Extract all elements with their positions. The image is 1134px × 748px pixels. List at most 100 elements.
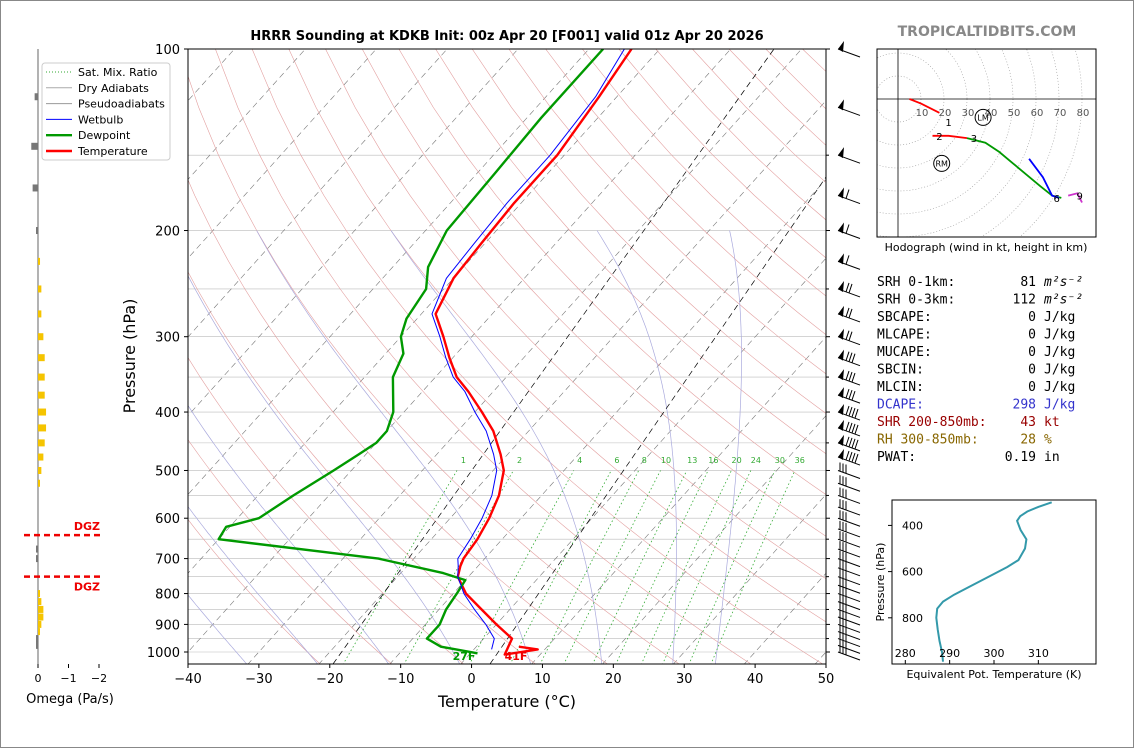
omega-bar [36,641,38,649]
omega-bar [38,466,42,474]
wind-barb [837,644,861,661]
barb-flag [854,453,859,464]
x-tick-label: 40 [747,672,764,687]
barb-flag [848,422,853,433]
mixing-ratio-label: 10 [661,456,671,465]
mixing-ratio-label: 16 [708,456,718,465]
barb-pennant [838,404,844,416]
theta-e-xlabel: Equivalent Pot. Temperature (K) [906,668,1081,681]
omega-bar [38,613,44,621]
dgz-label: DGZ [74,520,100,533]
theta-x-tick-label: 310 [1028,647,1049,660]
theta-x-tick-label: 280 [895,647,916,660]
omega-bar [38,373,45,381]
stat-value: 0.19 [1005,450,1036,465]
wind-barbs [837,41,861,661]
wind-barb [837,520,861,538]
dry-adiabat [188,357,465,664]
barb-staff [837,638,861,648]
isotherm [188,49,661,574]
y-tick-label: 700 [155,553,180,568]
dry-adiabat [288,49,826,623]
barb-pennant [838,280,844,292]
barb-flag [851,438,856,449]
stat-label: SRH 0-1km: [877,275,955,290]
mixing-ratio-line [403,470,514,664]
stat-value: 0 [1028,363,1036,378]
barb-flag [845,224,850,234]
y-tick-label: 300 [155,331,180,346]
stat-label: SHR 200-850mb: [877,415,987,430]
hodograph-ring-label: 30 [962,108,975,119]
stats-panel: SRH 0-1km: 81 m²s⁻² SRH 0-3km: 112 m²s⁻² SBCAP… [877,275,1083,465]
stat-unit: J/kg [1044,380,1075,395]
barb-flag [845,255,850,265]
omega-tick-label: −2 [91,672,107,685]
barb-flag [851,407,856,418]
wind-barb [837,449,861,466]
legend-label: Dry Adiabats [78,82,149,95]
isotherm [318,100,826,664]
omega-bar [38,479,40,487]
hodograph-ring-label: 70 [1054,108,1067,119]
dry-adiabat [398,49,826,496]
barb-flag [848,437,853,448]
barb-pennant [838,41,844,52]
theta-e-ylabel: Pressure (hPa) [874,543,887,622]
wind-barb [837,305,861,323]
barb-pennant [838,187,844,199]
stat-unit: m²s⁻² [1043,293,1083,308]
hodograph-ring-label: 60 [1031,108,1044,119]
wind-barb [837,550,861,568]
y-tick-label: 500 [155,464,180,479]
hodograph-height-label: 3 [971,134,977,145]
y-tick-label: 900 [155,618,180,633]
barb-staff [837,644,861,654]
barb-flag [845,388,850,399]
barb-flag [851,390,856,401]
stat-unit: J/kg [1044,310,1075,325]
x-tick-label: 10 [534,672,551,687]
barb-flag [854,424,859,435]
storm-motion-marker [933,154,951,172]
barb-flag [851,353,856,363]
stat-value: 0 [1028,380,1036,395]
barb-pennant [838,328,844,340]
mixing-ratio-label: 13 [687,456,697,465]
hodograph-trace [966,137,1062,199]
x-tick-label: 20 [605,672,622,687]
isotherm [0,49,22,665]
x-tick-label: −30 [245,672,272,687]
barb-pennant [838,147,844,159]
hodograph-trace [1067,192,1083,203]
wind-barb [837,601,861,618]
mixing-ratio-label: 2 [517,456,522,465]
isotherm [188,49,377,259]
barb-flag [851,423,856,434]
hodograph-height-label: 2 [936,132,942,143]
mixing-ratio-line [641,470,732,664]
moist-adiabat [256,230,532,664]
moist-adiabat [596,230,677,664]
stat-value: 298 [1013,398,1036,413]
omega-panel: DGZ DGZ 0 −1 −2 Omega (Pa/s) [24,49,114,707]
sfc-temp-label: 41F [505,650,528,663]
barb-pennant [838,305,844,317]
stat-value: 43 [1020,415,1036,430]
stat-label: MLCIN: [877,380,924,395]
omega-bar [38,310,42,318]
barb-flag [845,351,850,361]
y-tick-label: 100 [155,43,180,58]
dry-adiabat [765,49,826,110]
dry-adiabat [188,518,321,664]
hodograph-height-label: 6 [1054,194,1060,205]
stat-unit: J/kg [1044,345,1075,360]
barb-flag [845,330,850,340]
stat-label: SBCAPE: [877,310,932,325]
chart-legend: Sat. Mix. Ratio Dry Adiabats Pseudoadiabat… [41,62,171,161]
wind-barb [837,616,861,633]
wind-barb [837,593,861,611]
y-tick-label: 1000 [147,646,180,661]
barb-flag [845,307,850,318]
x-tick-label: 50 [818,672,835,687]
